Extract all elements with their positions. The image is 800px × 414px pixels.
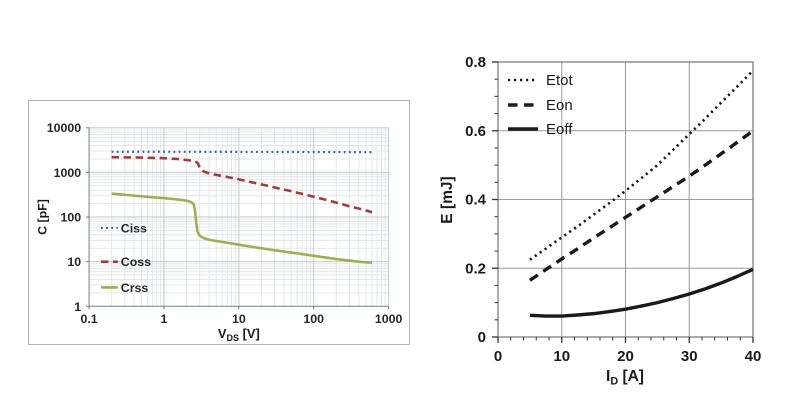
series-etot <box>529 69 754 261</box>
series-eon <box>528 129 755 282</box>
legend-item-etot: Etot <box>508 72 574 89</box>
y-tick-label: 0.6 <box>465 123 486 140</box>
capacitance-chart-frame: 1 10 100 1000 10000 0.1 1 10 100 1000 C [pF] VDS [V… <box>28 100 410 345</box>
x-tick-label: 100 <box>303 312 324 326</box>
legend-label: Coss <box>121 255 151 269</box>
x-tick-label: 10 <box>553 348 570 365</box>
legend-item-ciss: Ciss <box>100 221 147 235</box>
y-axis-title: C [pF] <box>35 199 49 235</box>
series-eoff <box>529 267 754 318</box>
y-tick-label: 1 <box>74 300 81 314</box>
legend-label: Ciss <box>121 221 147 235</box>
series-coss <box>111 155 373 214</box>
legend-label: Eoff <box>546 121 573 138</box>
y-tick-label: 1000 <box>54 166 82 180</box>
legend-item-coss: Coss <box>100 255 151 269</box>
legend-label: Etot <box>546 72 574 89</box>
grid-major <box>498 62 753 337</box>
x-tick-label: 10 <box>232 312 246 326</box>
x-axis-title: VDS [V] <box>218 326 260 343</box>
energy-chart-area: 0 0.2 0.4 0.6 0.8 0 10 20 30 40 E [mJ] ID [A] Etot Eo… <box>440 30 800 414</box>
x-axis-title: ID [A] <box>606 368 644 387</box>
x-tick-label: 40 <box>745 348 762 365</box>
legend-item-crss: Crss <box>100 281 149 295</box>
y-tick-label: 100 <box>60 211 81 225</box>
y-tick-label: 0.8 <box>465 54 486 71</box>
x-tick-label: 0 <box>494 348 502 365</box>
axis-ticks <box>86 127 390 310</box>
legend-label: Crss <box>121 281 149 295</box>
x-tick-label: 30 <box>681 348 698 365</box>
y-tick-label: 10 <box>67 255 81 269</box>
series-crss <box>111 192 373 264</box>
x-tick-label: 20 <box>617 348 634 365</box>
y-tick-label: 0 <box>478 329 486 346</box>
y-tick-label: 0.4 <box>465 192 487 209</box>
x-tick-label: 1 <box>161 312 168 326</box>
axis-ticks <box>492 61 754 343</box>
y-axis-title: E [mJ] <box>440 176 456 223</box>
x-tick-label: 0.1 <box>80 312 97 326</box>
x-tick-label: 1000 <box>375 312 403 326</box>
y-tick-label: 10000 <box>47 121 82 135</box>
energy-chart: 0 0.2 0.4 0.6 0.8 0 10 20 30 40 E [mJ] ID [A] Etot Eo… <box>440 54 762 387</box>
y-tick-label: 0.2 <box>465 260 486 277</box>
legend-label: Eon <box>546 97 573 114</box>
legend-item-eon: Eon <box>508 97 573 114</box>
legend-item-eoff: Eoff <box>508 121 573 138</box>
